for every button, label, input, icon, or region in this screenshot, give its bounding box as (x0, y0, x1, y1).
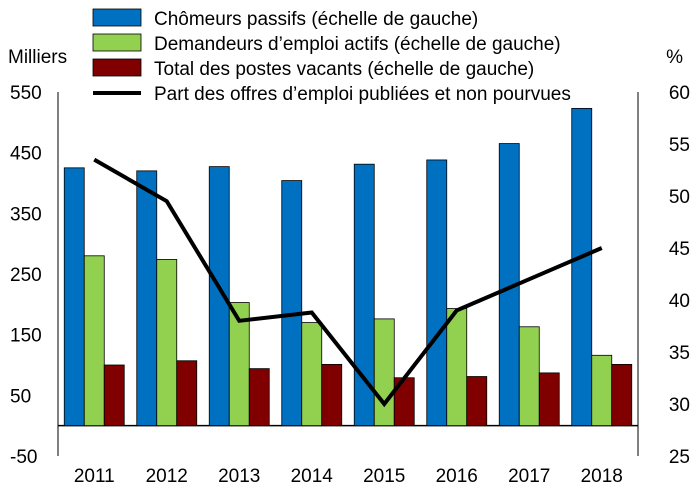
bar-demandeurs-actifs-2011 (83, 255, 105, 427)
x-tick-label: 2014 (291, 466, 334, 487)
series-line-part-offres (93, 157, 603, 408)
x-tick-label: 2013 (218, 466, 260, 487)
right-tick-label: 40 (669, 291, 690, 312)
x-tick-label: 2011 (74, 466, 115, 487)
bar-demandeurs-actifs-2014 (301, 322, 323, 427)
left-tick-label: 450 (10, 144, 42, 165)
bar-postes-vacants-2013 (248, 368, 270, 427)
right-tick-label: 35 (669, 343, 690, 364)
bar-demandeurs-actifs-2013 (228, 302, 250, 427)
legend-label: Chômeurs passifs (échelle de gauche) (154, 9, 478, 30)
left-tick-label: 250 (10, 265, 42, 286)
x-tick-label: 2017 (508, 466, 550, 487)
legend: Chômeurs passifs (échelle de gauche) Dema… (92, 8, 571, 105)
bar-postes-vacants-2016 (466, 376, 488, 427)
left-tick-label: 550 (10, 83, 42, 104)
bar-demandeurs-actifs-2017 (518, 326, 540, 427)
bar-chomeurs-passifs-2011 (63, 167, 85, 427)
right-tick-label: 55 (669, 135, 690, 156)
right-tick-label: 60 (669, 83, 690, 104)
legend-label: Total des postes vacants (échelle de gau… (154, 59, 534, 80)
right-tick-label: 50 (669, 187, 690, 208)
left-tick-label: 50 (10, 386, 31, 407)
bar-chomeurs-passifs-2018 (571, 107, 593, 427)
right-tick-label: 45 (669, 239, 690, 260)
bar-chomeurs-passifs-2016 (426, 159, 448, 427)
x-tick-label: 2012 (146, 466, 188, 487)
legend-swatch (92, 33, 142, 52)
bar-postes-vacants-2017 (538, 372, 560, 427)
right-axis-label: % (666, 47, 683, 68)
bar-demandeurs-actifs-2018 (591, 354, 613, 427)
bar-demandeurs-actifs-2012 (156, 259, 178, 427)
legend-label: Part des offres d’emploi publiées et non… (154, 84, 571, 105)
x-tick-label: 2018 (581, 466, 623, 487)
legend-label: Demandeurs d’emploi actifs (échelle de g… (154, 34, 561, 55)
bar-chomeurs-passifs-2014 (281, 180, 303, 427)
bar-group (63, 107, 633, 427)
bar-postes-vacants-2012 (176, 360, 198, 427)
left-tick-label: 350 (10, 204, 42, 225)
x-tick-label: 2015 (363, 466, 405, 487)
right-tick-label: 25 (669, 447, 690, 468)
bar-chomeurs-passifs-2013 (208, 166, 230, 427)
bar-demandeurs-actifs-2016 (446, 308, 468, 427)
left-axis-label: Milliers (8, 47, 67, 68)
legend-swatch (92, 8, 142, 27)
bar-postes-vacants-2018 (611, 363, 633, 427)
left-tick-label: 150 (10, 326, 42, 347)
bar-chomeurs-passifs-2015 (353, 163, 375, 427)
bar-chomeurs-passifs-2012 (136, 170, 158, 427)
bar-postes-vacants-2011 (103, 364, 125, 427)
right-axis-ticks: 25 30 35 40 45 50 55 60 (669, 83, 690, 468)
x-axis-ticks: 2011 2012 2013 2014 2015 2016 2017 2018 (74, 466, 623, 487)
legend-swatch (92, 58, 142, 77)
right-tick-label: 30 (669, 395, 690, 416)
left-tick-label: -50 (10, 447, 37, 468)
bar-postes-vacants-2014 (321, 363, 343, 427)
bar-demandeurs-actifs-2015 (373, 318, 395, 427)
left-axis-ticks: -50 50 150 250 350 450 550 (10, 83, 42, 468)
x-tick-label: 2016 (436, 466, 478, 487)
